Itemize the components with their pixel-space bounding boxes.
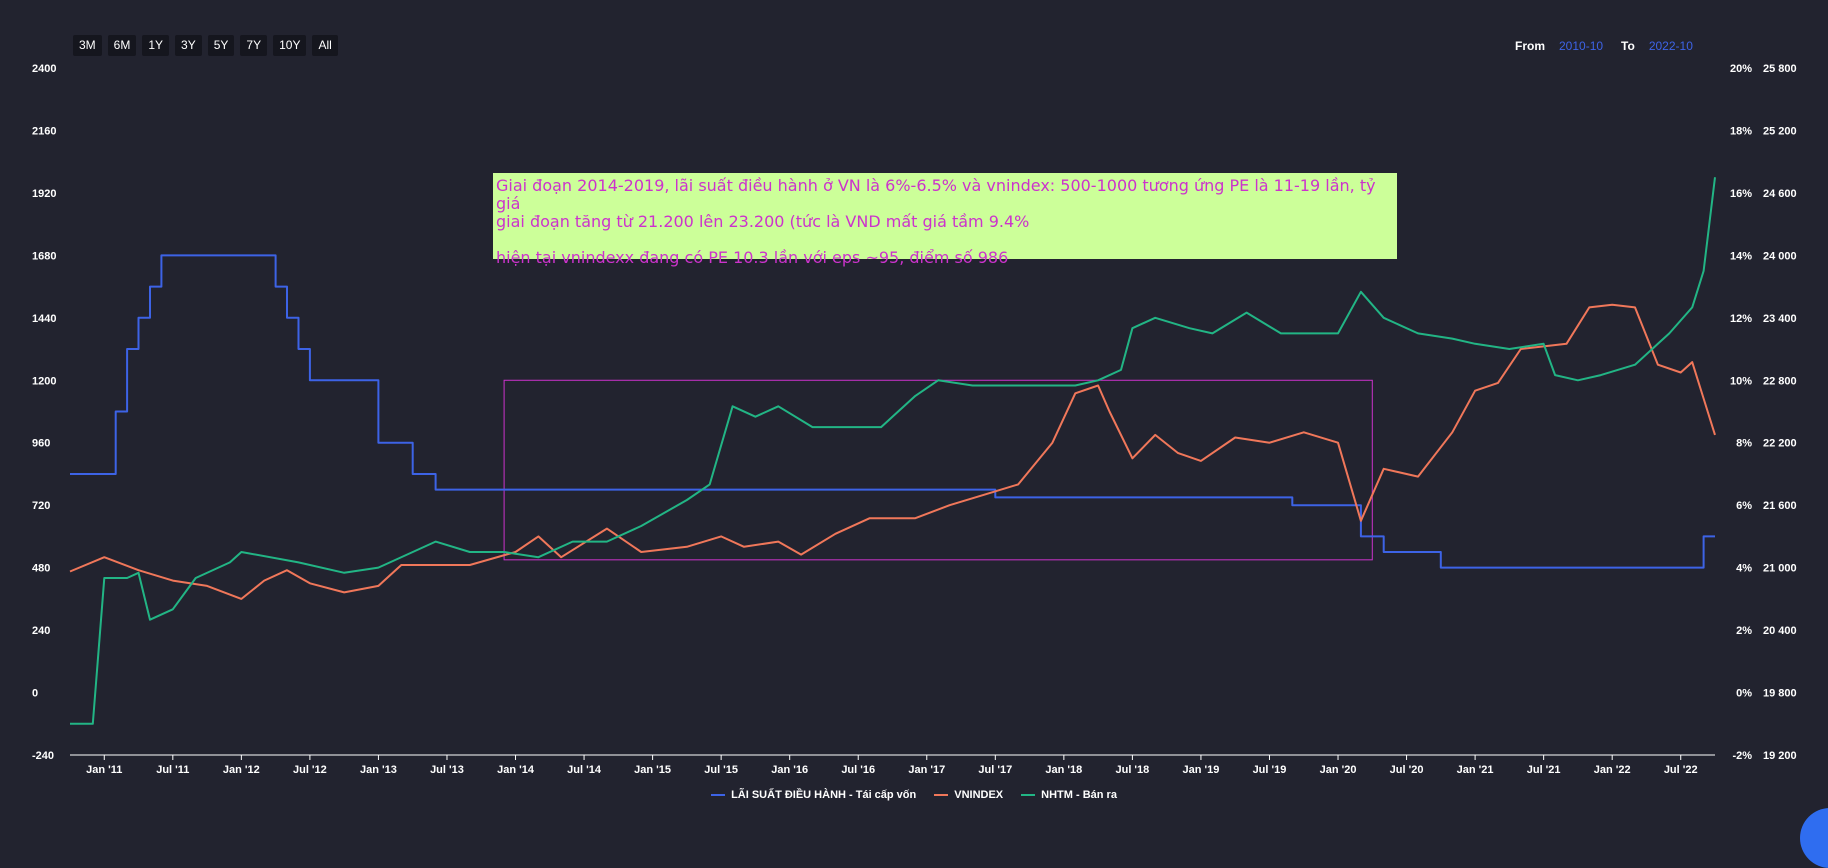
left-axis-tick: 240: [32, 625, 50, 637]
right-axis-fx-tick: 21 000: [1763, 563, 1797, 575]
range-button-7y[interactable]: 7Y: [240, 35, 268, 56]
x-axis-tick: Jul '17: [978, 764, 1012, 776]
x-axis-tick: Jan '21: [1457, 764, 1494, 776]
x-axis-tick: Jul '14: [567, 764, 602, 776]
x-axis-tick: Jan '18: [1045, 764, 1082, 776]
x-axis-tick: Jul '22: [1664, 764, 1698, 776]
legend-label: VNINDEX: [954, 789, 1004, 801]
x-axis-tick: Jul '11: [156, 764, 189, 776]
right-axis-fx-tick: 22 800: [1763, 375, 1797, 387]
legend-label: LÃI SUẤT ĐIỀU HÀNH - Tái cấp vốn: [731, 789, 917, 801]
annotation-line-3: hiện tại vnindexx đang có PE 10.3 lần vớ…: [496, 248, 1009, 267]
x-axis-tick: Jan '20: [1320, 764, 1357, 776]
x-axis-tick: Jan '13: [360, 764, 397, 776]
x-axis-tick: Jan '14: [497, 764, 535, 776]
legend-swatch: [934, 794, 949, 796]
legend-label: NHTM - Bán ra: [1041, 789, 1117, 801]
range-button-6m[interactable]: 6M: [107, 35, 137, 56]
right-axis-pct-tick: 14%: [1730, 250, 1752, 262]
right-axis-pct-tick: -2%: [1732, 750, 1752, 762]
right-axis-fx-tick: 19 200: [1763, 750, 1797, 762]
right-axis-fx-tick: 25 200: [1763, 125, 1797, 137]
right-axis-pct-tick: 12%: [1730, 313, 1752, 325]
left-axis-tick: 1920: [32, 188, 56, 200]
x-axis-tick: Jul '15: [704, 764, 738, 776]
right-axis-pct-tick: 18%: [1730, 125, 1752, 137]
annotation-line-1: Giai đoạn 2014-2019, lãi suất điều hành …: [496, 176, 1376, 213]
right-axis-fx-tick: 19 800: [1763, 688, 1797, 700]
right-axis-pct-tick: 2%: [1736, 625, 1752, 637]
from-label: From: [1515, 39, 1545, 53]
left-axis-tick: 480: [32, 563, 50, 575]
left-axis-tick: 720: [32, 500, 50, 512]
left-axis-tick: 2400: [32, 63, 56, 75]
legend-item-vnindex[interactable]: VNINDEX: [934, 789, 1003, 801]
right-axis-pct-tick: 0%: [1736, 688, 1752, 700]
left-axis-tick: 2160: [32, 125, 56, 137]
x-axis-tick: Jan '12: [223, 764, 260, 776]
left-axis-tick: 0: [32, 688, 38, 700]
x-axis-tick: Jan '11: [86, 764, 122, 776]
right-axis-pct-tick: 6%: [1736, 500, 1752, 512]
to-date-input[interactable]: 2022-10: [1648, 39, 1693, 53]
x-axis-tick: Jul '20: [1390, 764, 1424, 776]
right-axis-pct-tick: 4%: [1736, 563, 1752, 575]
range-button-all[interactable]: All: [312, 35, 338, 56]
range-button-1y[interactable]: 1Y: [142, 35, 170, 56]
range-selector: 3M 6M 1Y 3Y 5Y 7Y 10Y All: [73, 35, 338, 56]
x-axis-tick: Jan '16: [771, 764, 808, 776]
rate-series-line: [70, 254, 1715, 569]
x-axis-tick: Jul '13: [430, 764, 464, 776]
to-label: To: [1621, 39, 1635, 53]
range-button-3y[interactable]: 3Y: [175, 35, 202, 56]
from-date-input[interactable]: 2010-10: [1559, 39, 1604, 53]
right-axis-fx-tick: 25 800: [1763, 63, 1797, 75]
annotation-note: Giai đoạn 2014-2019, lãi suất điều hành …: [493, 173, 1397, 267]
x-axis-tick: Jul '19: [1253, 764, 1287, 776]
x-axis-tick: Jul '12: [293, 764, 327, 776]
right-axis-fx-tick: 22 200: [1763, 438, 1797, 450]
right-axis-pct-tick: 16%: [1730, 188, 1752, 200]
highlight-box: [503, 379, 1373, 561]
legend-item-rate[interactable]: LÃI SUẤT ĐIỀU HÀNH - Tái cấp vốn: [711, 789, 916, 801]
right-axis-fx-tick: 20 400: [1763, 625, 1797, 637]
chart-legend: LÃI SUẤT ĐIỀU HÀNH - Tái cấp vốn VNINDEX N…: [0, 789, 1828, 801]
x-axis-tick: Jan '17: [908, 764, 945, 776]
x-axis-tick: Jul '18: [1115, 764, 1149, 776]
right-axis-pct-tick: 20%: [1730, 63, 1752, 75]
right-axis-fx-tick: 24 000: [1763, 250, 1797, 262]
vnindex-series-line: [69, 303, 1716, 600]
x-axis-tick: Jul '16: [841, 764, 875, 776]
range-button-5y[interactable]: 5Y: [207, 35, 235, 56]
period-selector: From 2010-10 To 2022-10: [1515, 39, 1693, 53]
right-axis-pct-tick: 10%: [1730, 375, 1752, 387]
right-axis-fx-tick: 23 400: [1763, 313, 1797, 325]
legend-swatch: [711, 794, 726, 796]
range-button-10y[interactable]: 10Y: [273, 35, 307, 56]
left-axis-tick: 1200: [32, 375, 56, 387]
x-axis-tick: Jan '15: [634, 764, 671, 776]
right-axis-pct-tick: 8%: [1736, 438, 1752, 450]
left-axis-tick: 1680: [32, 250, 56, 262]
left-axis-tick: -240: [32, 750, 54, 762]
nhtm-series-line: [70, 177, 1716, 725]
annotation-line-2: giai đoạn tăng từ 21.200 lên 23.200 (tức…: [496, 212, 1030, 231]
x-axis-tick: Jan '22: [1594, 764, 1631, 776]
range-button-3m[interactable]: 3M: [73, 35, 102, 56]
x-axis-tick: Jul '21: [1527, 764, 1561, 776]
right-axis-fx-tick: 21 600: [1763, 500, 1797, 512]
x-axis-tick: Jan '19: [1183, 764, 1220, 776]
chart-canvas: 2400216019201680144012009607204802400-24…: [32, 63, 1797, 776]
right-axis-fx-tick: 24 600: [1763, 188, 1797, 200]
legend-swatch: [1021, 794, 1036, 796]
left-axis-tick: 1440: [32, 313, 56, 325]
left-axis-tick: 960: [32, 438, 50, 450]
legend-item-nhtm[interactable]: NHTM - Bán ra: [1021, 789, 1117, 801]
